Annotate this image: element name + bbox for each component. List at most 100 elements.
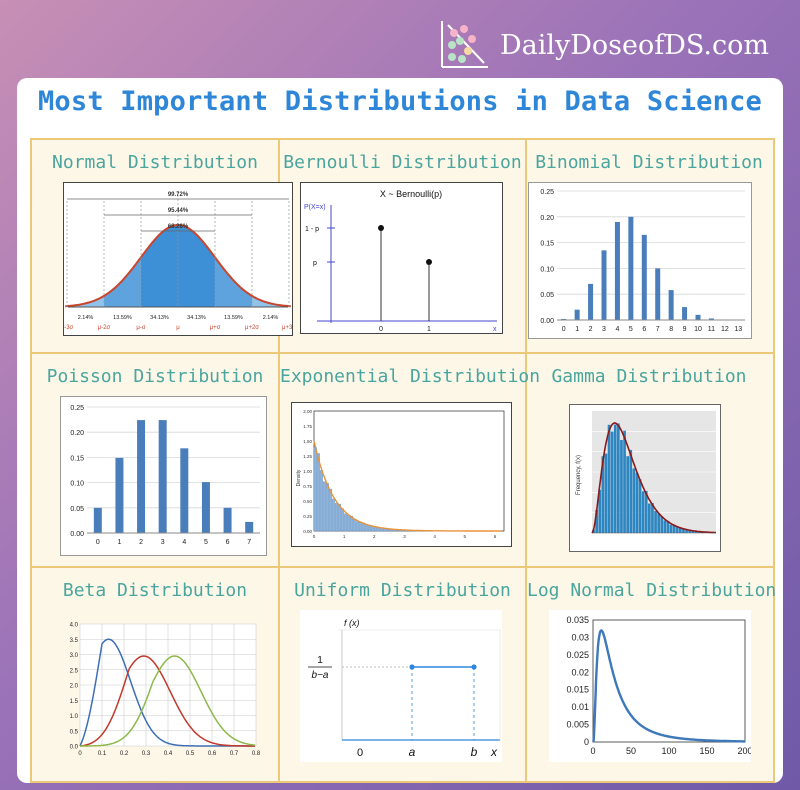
poisson-svg-y-tick: 0.20	[70, 430, 84, 437]
poisson-svg-y-tick: 0.05	[70, 506, 84, 513]
beta-y-tick: 2.5	[70, 668, 79, 674]
binomial-svg-bar	[695, 314, 701, 320]
gamma-bar	[626, 456, 629, 533]
exponential-bar	[334, 503, 338, 532]
exponential-bar	[316, 453, 320, 532]
gamma-bar	[691, 531, 695, 533]
gamma-bar	[617, 423, 620, 533]
binomial-svg-x-tick: 10	[694, 326, 702, 333]
normal-pct-label: 34.13%	[187, 315, 206, 321]
page-title: Most Important Distributions in Data Sci…	[37, 86, 763, 117]
poisson-plot: 0.25 0.20 0.15 0.10 0.05 0.00 0 1 2 3 4 5 6 7	[60, 396, 267, 556]
binomial-svg-x-tick: 8	[669, 326, 673, 333]
beta-title: Beta Distribution	[62, 580, 248, 601]
gamma-bar	[651, 502, 654, 533]
poisson-svg-x-tick: 1	[117, 539, 121, 546]
gamma-bar	[685, 529, 688, 533]
gamma-curve	[591, 422, 717, 534]
gamma-bar	[629, 449, 633, 533]
beta-x-tick: 0.5	[186, 751, 195, 757]
exponential-y-tick: 1.00	[303, 469, 312, 474]
exponential-bar	[313, 447, 317, 532]
lognormal-x-tick: 200	[737, 746, 751, 756]
exponential-bar	[356, 521, 360, 532]
normal-x-tick: μ	[176, 325, 180, 331]
poisson-svg-x-tick: 7	[247, 539, 251, 546]
uniform-x-label: x	[490, 745, 498, 759]
gamma-plot: Frequency, f(x)	[569, 404, 721, 552]
exponential-y-label: Density	[296, 469, 302, 486]
beta-curve-green	[80, 655, 255, 747]
beta-plot: 4.0 3.5 3.0 2.5 2.0 1.5 1.0 0.5 0.0 0 0.1 0.2 0.3 0.4…	[60, 618, 261, 758]
normal-x-tick: μ+2σ	[245, 325, 259, 331]
gamma-bar	[666, 520, 670, 533]
bernoulli-ytick-hi: 1 - p	[305, 226, 319, 233]
poisson-svg-bar	[158, 420, 167, 533]
binomial-chart: 0.250.200.150.100.050.000 1 2 3 4 5 6 7 8 9 10 11 12…	[540, 189, 745, 333]
beta-x-tick: 0.4	[164, 751, 173, 757]
lognormal-y-tick: 0.025	[566, 650, 589, 660]
gamma-bar	[660, 516, 664, 533]
poisson-svg-bar	[201, 482, 210, 533]
lognormal-frame	[592, 619, 746, 743]
lognormal-y-tick: 0.01	[571, 702, 589, 712]
lognormal-title: Log Normal Distribution	[527, 580, 777, 601]
gamma-title: Gamma Distribution	[551, 366, 747, 387]
poisson-svg-x-tick: 0	[96, 539, 100, 546]
gamma-bar	[620, 440, 623, 533]
poisson-svg-x-tick: 4	[182, 539, 186, 546]
brand-text[interactable]: DailyDoseofDS.com	[500, 29, 769, 61]
grid-divider	[32, 352, 773, 354]
lognormal-y-tick: 0	[584, 737, 589, 747]
lognormal-y-tick: 0.015	[566, 685, 589, 695]
beta-y-tick: 0.0	[70, 745, 79, 751]
uniform-zero: 0	[357, 747, 363, 759]
exponential-bar	[344, 513, 348, 532]
binomial-svg-x-tick: 11	[708, 326, 715, 333]
gamma-bar	[604, 453, 608, 533]
grid-divider	[32, 566, 773, 568]
gamma-bar	[623, 430, 626, 533]
gamma-bar	[648, 503, 651, 533]
beta-curve-red	[79, 655, 255, 747]
exponential-chart: 2.00 1.75 1.50 1.25 1.00 0.75 0.50 0.25 0.000 1 2 3…	[296, 409, 505, 539]
gamma-bar	[607, 424, 611, 533]
binomial-svg-x-tick: 4	[615, 326, 619, 333]
binomial-svg-x-tick: 12	[721, 326, 729, 333]
exponential-y-tick: 0.25	[303, 514, 312, 519]
uniform-num: 1	[317, 655, 323, 666]
binomial-svg-bar	[708, 318, 714, 320]
bernoulli-point-1	[426, 259, 432, 265]
binomial-svg-bar	[628, 216, 634, 320]
binomial-svg-x-tick: 3	[602, 326, 606, 333]
binomial-svg-y-tick: 0.25	[540, 189, 554, 196]
exponential-curve	[313, 440, 501, 532]
normal-x-tick: μ-2σ	[98, 325, 111, 331]
beta-y-tick: 1.0	[70, 714, 79, 720]
gamma-bar	[682, 528, 685, 533]
binomial-svg-bar	[588, 283, 594, 320]
gamma-bar	[694, 531, 698, 533]
binomial-svg-y-tick: 0.10	[540, 266, 554, 273]
binomial-svg-x-tick: 0	[562, 326, 566, 333]
lognormal-chart: 0.035 0.03 0.025 0.02 0.015 0.01 0.005 00 50 100 1…	[566, 615, 752, 756]
exponential-bar	[325, 483, 329, 532]
normal-x-tick: μ+3σ	[282, 325, 292, 331]
normal-span-label: 99.72%	[168, 192, 189, 198]
exponential-bar	[350, 515, 354, 532]
beta-y-tick: 4.0	[70, 623, 79, 629]
gamma-bar	[663, 520, 667, 533]
normal-plot: 99.72% 95.44% 68.26% 2.14% 13.59% 34.13% 34.13…	[61, 182, 296, 336]
bernoulli-y-label: P(X=x)	[304, 204, 326, 211]
binomial-svg-bar	[614, 221, 620, 320]
exponential-x-tick: 1	[343, 534, 346, 539]
binomial-svg-bar	[682, 307, 688, 320]
uniform-fx-label: f (x)	[344, 618, 360, 628]
binomial-svg-y-tick: 0.00	[540, 318, 554, 325]
exponential-bar	[322, 481, 326, 532]
normal-title: Normal Distribution	[52, 152, 258, 173]
normal-pct-label: 13.59%	[113, 315, 132, 321]
beta-y-tick: 1.5	[70, 699, 79, 705]
bernoulli-title: Bernoulli Distribution	[283, 152, 522, 173]
exponential-bar	[365, 524, 369, 532]
